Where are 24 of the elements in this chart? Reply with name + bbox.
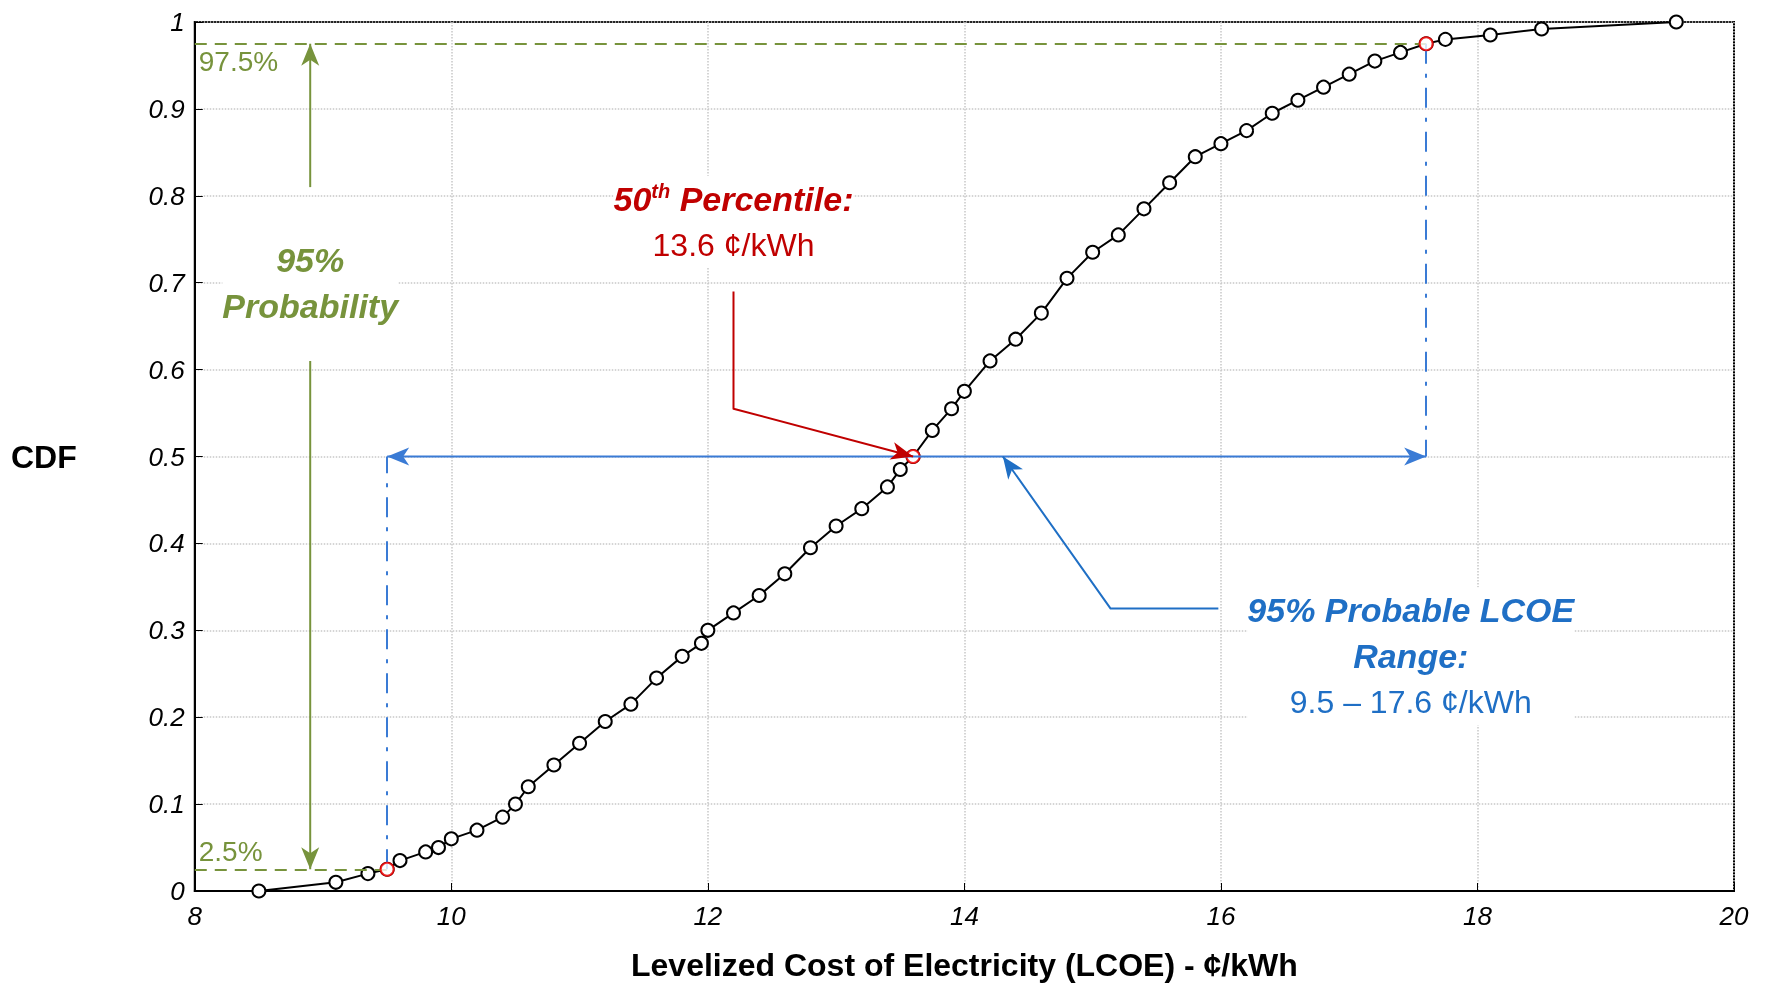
x-tick-label: 8: [187, 901, 203, 931]
ref-line-label: 97.5%: [198, 46, 279, 78]
y-tick-label: 0.9: [148, 93, 185, 124]
x-tick-label: 16: [1206, 901, 1236, 931]
y-tick-label: 0: [170, 876, 186, 906]
ref-line-label: 2.5%: [198, 835, 263, 867]
y-tick-label: 0.5: [148, 441, 186, 472]
y-tick-label: 1: [170, 7, 185, 37]
x-axis-title: Levelized Cost of Electricity (LCOE) - ¢/kWh: [630, 947, 1298, 983]
y-tick-label: 0.2: [148, 702, 186, 733]
y-tick-label: 0.6: [148, 354, 186, 385]
y-tick-label: 0.7: [148, 267, 187, 298]
x-tick-label: 18: [1463, 901, 1493, 931]
annotation: 95% Probability: [222, 240, 401, 325]
x-tick-label: 12: [693, 901, 723, 931]
x-tick-label: 14: [949, 901, 979, 931]
x-tick-label: 10: [436, 901, 467, 931]
x-tick-label: 20: [1718, 901, 1749, 931]
y-tick-label: 0.8: [148, 180, 186, 211]
y-tick-label: 0.1: [148, 789, 185, 820]
y-axis-title: CDF: [11, 438, 77, 475]
y-tick-label: 0.3: [148, 615, 186, 646]
y-tick-label: 0.4: [148, 528, 185, 559]
annotation: 95% Probable LCOE Range: 9.5 – 17.6 ¢/kWh: [1247, 591, 1576, 721]
